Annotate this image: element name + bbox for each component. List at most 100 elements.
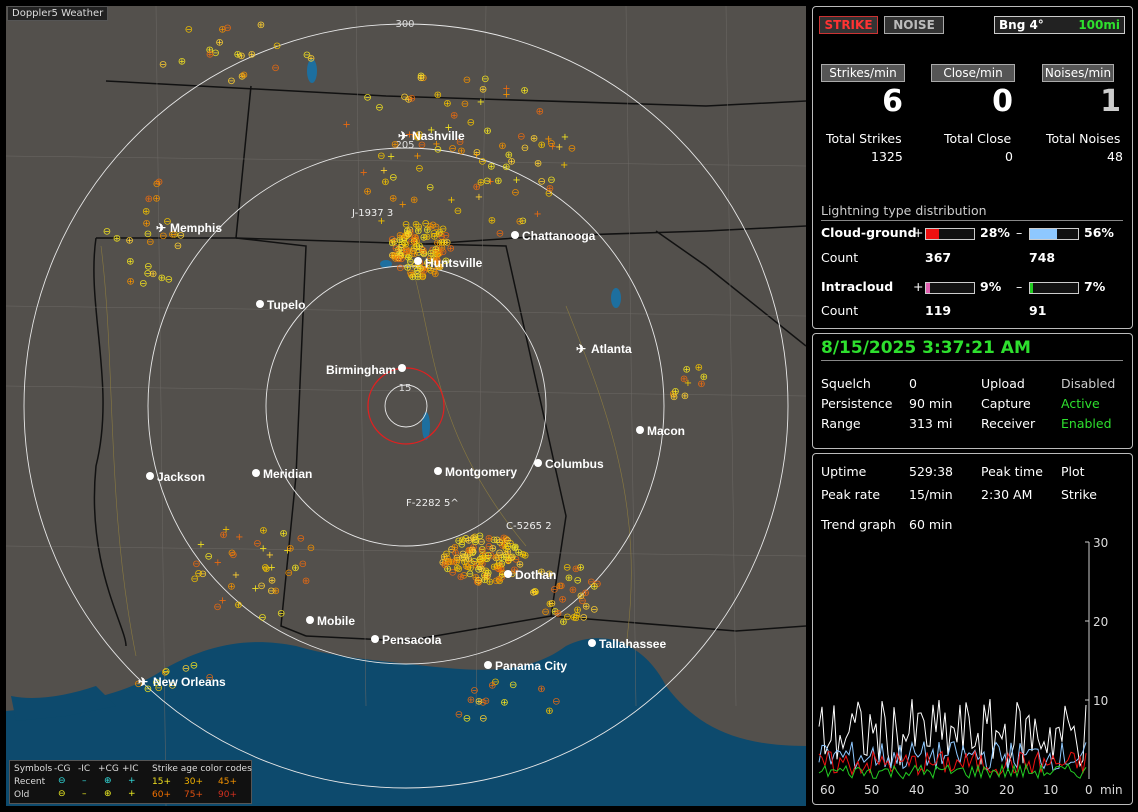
strike-marker: ⊖ — [547, 175, 555, 186]
strike-marker: ⊕ — [505, 150, 513, 161]
strike-marker: ⊖ — [159, 59, 167, 70]
strike-marker: ⊕ — [520, 86, 528, 97]
x-tick: 60 — [820, 783, 835, 797]
age-code: 75+ — [184, 790, 203, 800]
trend-graph-label: Trend graph — [821, 517, 896, 532]
strike-marker: ⊕ — [257, 20, 265, 31]
strike-marker: ⊖ — [568, 144, 576, 155]
strike-marker: ⊕ — [410, 233, 418, 244]
strike-marker: ⊕ — [218, 25, 226, 36]
strike-marker: ⊖ — [418, 140, 426, 151]
strike-marker: ⊕ — [234, 49, 242, 60]
strike-marker: ⊖ — [421, 261, 429, 272]
strike-marker: + — [197, 540, 205, 551]
trend-graph: 30 20 10 60 50 40 30 20 10 0 min — [818, 536, 1123, 797]
strike-marker: ⊕ — [460, 557, 468, 568]
noise-button[interactable]: NOISE — [884, 16, 944, 34]
strike-marker: ⊕ — [497, 552, 505, 563]
x-tick: 40 — [909, 783, 924, 797]
cg-positive-bar — [925, 228, 975, 240]
city-label: Dothan — [515, 568, 556, 582]
strike-marker: ⊖ — [479, 698, 487, 709]
strike-marker: ⊕ — [490, 562, 498, 573]
plus-sign: + — [913, 279, 924, 294]
strike-marker: ⊕ — [457, 146, 465, 157]
legend-age-title: Strike age color codes — [152, 764, 252, 774]
strike-button[interactable]: STRIKE — [819, 16, 878, 34]
persistence-value: 90 min — [909, 396, 953, 411]
strike-marker: ⊖ — [431, 248, 439, 259]
city-dot — [484, 661, 492, 669]
strike-marker: ⊕ — [396, 230, 404, 241]
strike-marker: ⊖ — [455, 710, 463, 721]
lightning-map[interactable]: 300 205 15 ⊕⊖⊖⊕⊕⊖⊕⊕⊕⊖⊖⊕⊖⊕⊖⊕⊕⊕⊖⊖⊕⊖⊕⊖⊕⊕⊖⊖⊕… — [6, 6, 806, 806]
strike-marker: ⊕ — [671, 386, 679, 397]
strike-marker: ⊖ — [552, 697, 560, 708]
strike-marker: ⊕ — [464, 554, 472, 565]
age-code: 15+ — [152, 777, 171, 787]
strike-marker: ⊖ — [434, 249, 442, 260]
strike-marker: ⊖ — [453, 553, 461, 564]
strike-marker: ⊕ — [478, 551, 486, 562]
city-label: Huntsville — [425, 256, 483, 270]
strike-marker: + — [399, 199, 407, 210]
city-label: Tallahassee — [599, 637, 666, 651]
strike-marker: ⊖ — [420, 249, 428, 260]
strike-marker: ⊖ — [406, 268, 414, 279]
strike-marker: ⊕ — [536, 106, 544, 117]
strike-marker: ⊕ — [404, 95, 412, 106]
cloud-ground-label: Cloud-ground — [821, 225, 917, 240]
y-tick: 20 — [1093, 615, 1108, 629]
strike-marker: ⊖ — [443, 553, 451, 564]
y-tick: 10 — [1093, 694, 1108, 708]
total-noises-value: 48 — [1107, 149, 1123, 164]
strike-marker: ⊕ — [507, 156, 515, 167]
strike-markers: ⊕⊖⊖⊕⊕⊖⊕⊕⊕⊖⊖⊕⊖⊕⊖⊕⊕⊕⊖⊖⊕⊖⊕⊖⊕⊕⊖⊖⊕⊕⊕⊕⊕⊕⊖⊖⊕⊕⊖⊖… — [103, 20, 708, 724]
strike-marker: ⊕ — [670, 392, 678, 403]
city-label: Nashville — [412, 129, 465, 143]
strike-marker: ⊕ — [441, 560, 449, 571]
strike-marker: ⊖ — [459, 549, 467, 560]
strike-marker: ⊖ — [453, 555, 461, 566]
close-per-min-value: 0 — [992, 84, 1013, 119]
city-dot — [146, 472, 154, 480]
status-panel: 8/15/2025 3:37:21 AM Squelch 0 Upload Di… — [812, 333, 1133, 449]
strike-marker: + — [447, 195, 455, 206]
city-label: Columbus — [545, 457, 604, 471]
strike-marker: ⊖ — [144, 684, 152, 695]
strike-marker: ⊖ — [496, 228, 504, 239]
strike-marker: ⊕ — [439, 557, 447, 568]
strike-marker: ⊖ — [557, 581, 565, 592]
strike-marker: ⊕ — [381, 177, 389, 188]
legend-symbols-label: Symbols — [14, 764, 53, 774]
strike-marker: + — [387, 152, 395, 163]
strike-marker: + — [533, 209, 541, 220]
strike-marker: ⊕ — [511, 542, 519, 553]
strike-marker: ⊕ — [551, 606, 559, 617]
strike-marker: ⊕ — [237, 51, 245, 62]
strike-marker: ⊖ — [442, 549, 450, 560]
strike-marker: ⊕ — [482, 554, 490, 565]
strike-marker: ⊖ — [407, 237, 415, 248]
strike-marker: ⊖ — [406, 225, 414, 236]
strike-marker: ⊖ — [463, 75, 471, 86]
strike-marker: ⊕ — [680, 374, 688, 385]
strike-marker: ⊖ — [508, 552, 516, 563]
strike-marker: ⊖ — [177, 230, 185, 241]
strike-marker: ⊕ — [488, 215, 496, 226]
strike-marker: ⊖ — [572, 613, 580, 624]
bearing-range-display[interactable]: Bng 4° 100mi — [994, 16, 1125, 34]
strike-marker: ⊕ — [155, 177, 163, 188]
upload-label: Upload — [981, 376, 1025, 391]
strike-marker: ⊕ — [219, 530, 227, 541]
y-tick: 30 — [1093, 536, 1108, 550]
strike-marker: + — [555, 142, 563, 153]
airport-icon: ✈ — [398, 129, 408, 143]
strike-marker: ⊕ — [473, 561, 481, 572]
strike-marker: ⊖ — [398, 246, 406, 257]
strike-marker: ⊕ — [411, 233, 419, 244]
plot-value[interactable]: Strike — [1061, 487, 1097, 502]
receiver-label: Receiver — [981, 416, 1036, 431]
strike-marker: + — [259, 543, 267, 554]
strike-marker: ⊖ — [392, 251, 400, 262]
